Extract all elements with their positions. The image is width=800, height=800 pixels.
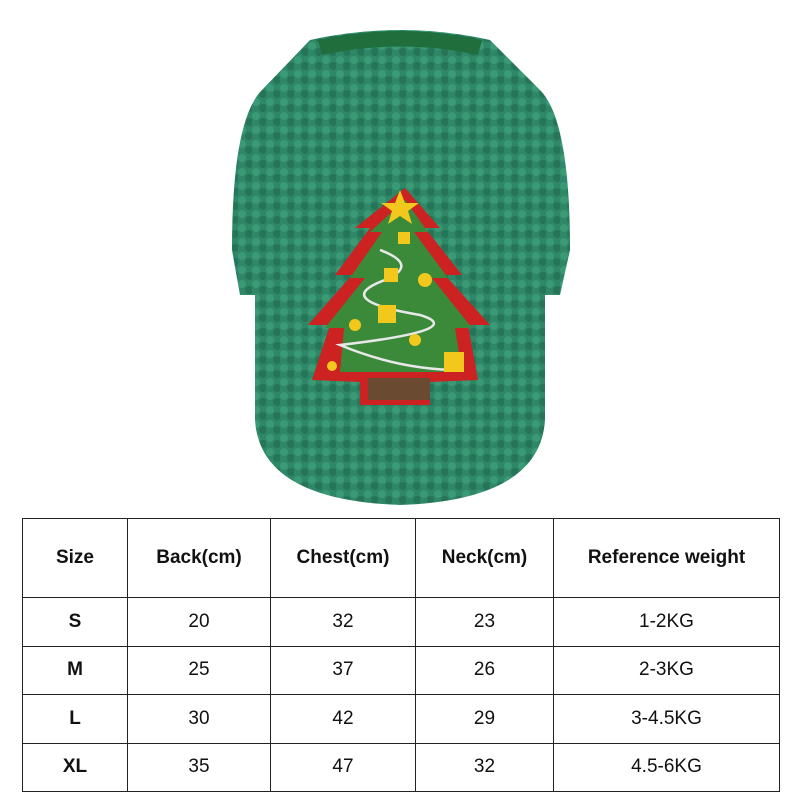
cell-neck: 23 — [415, 597, 554, 647]
header-chest: Chest(cm) — [270, 518, 416, 598]
cell-back: 25 — [127, 645, 271, 695]
header-weight: Reference weight — [553, 518, 780, 598]
table-row: XL 35 47 32 4.5-6KG — [22, 742, 780, 792]
cell-back: 35 — [127, 742, 271, 792]
cell-chest: 37 — [270, 645, 416, 695]
cell-weight: 3-4.5KG — [553, 694, 780, 744]
cell-weight: 4.5-6KG — [553, 742, 780, 792]
size-table: Size Back(cm) Chest(cm) Neck(cm) Referen… — [22, 518, 780, 792]
sweater-product-image — [232, 30, 570, 505]
cell-weight: 2-3KG — [553, 645, 780, 695]
cell-size: L — [22, 694, 128, 744]
table-row: L 30 42 29 3-4.5KG — [22, 694, 780, 744]
cell-back: 30 — [127, 694, 271, 744]
cell-size: XL — [22, 742, 128, 792]
cell-back: 20 — [127, 597, 271, 647]
cell-chest: 42 — [270, 694, 416, 744]
cell-neck: 29 — [415, 694, 554, 744]
cell-size: S — [22, 597, 128, 647]
star-icon — [381, 190, 419, 224]
table-header-row: Size Back(cm) Chest(cm) Neck(cm) Referen… — [22, 518, 780, 598]
cell-weight: 1-2KG — [553, 597, 780, 647]
table-row: M 25 37 26 2-3KG — [22, 645, 780, 695]
header-back: Back(cm) — [127, 518, 271, 598]
cell-size: M — [22, 645, 128, 695]
header-size: Size — [22, 518, 128, 598]
cell-neck: 32 — [415, 742, 554, 792]
cell-chest: 32 — [270, 597, 416, 647]
cell-chest: 47 — [270, 742, 416, 792]
christmas-tree-patch — [308, 188, 490, 405]
table-row: S 20 32 23 1-2KG — [22, 597, 780, 647]
header-neck: Neck(cm) — [415, 518, 554, 598]
cell-neck: 26 — [415, 645, 554, 695]
